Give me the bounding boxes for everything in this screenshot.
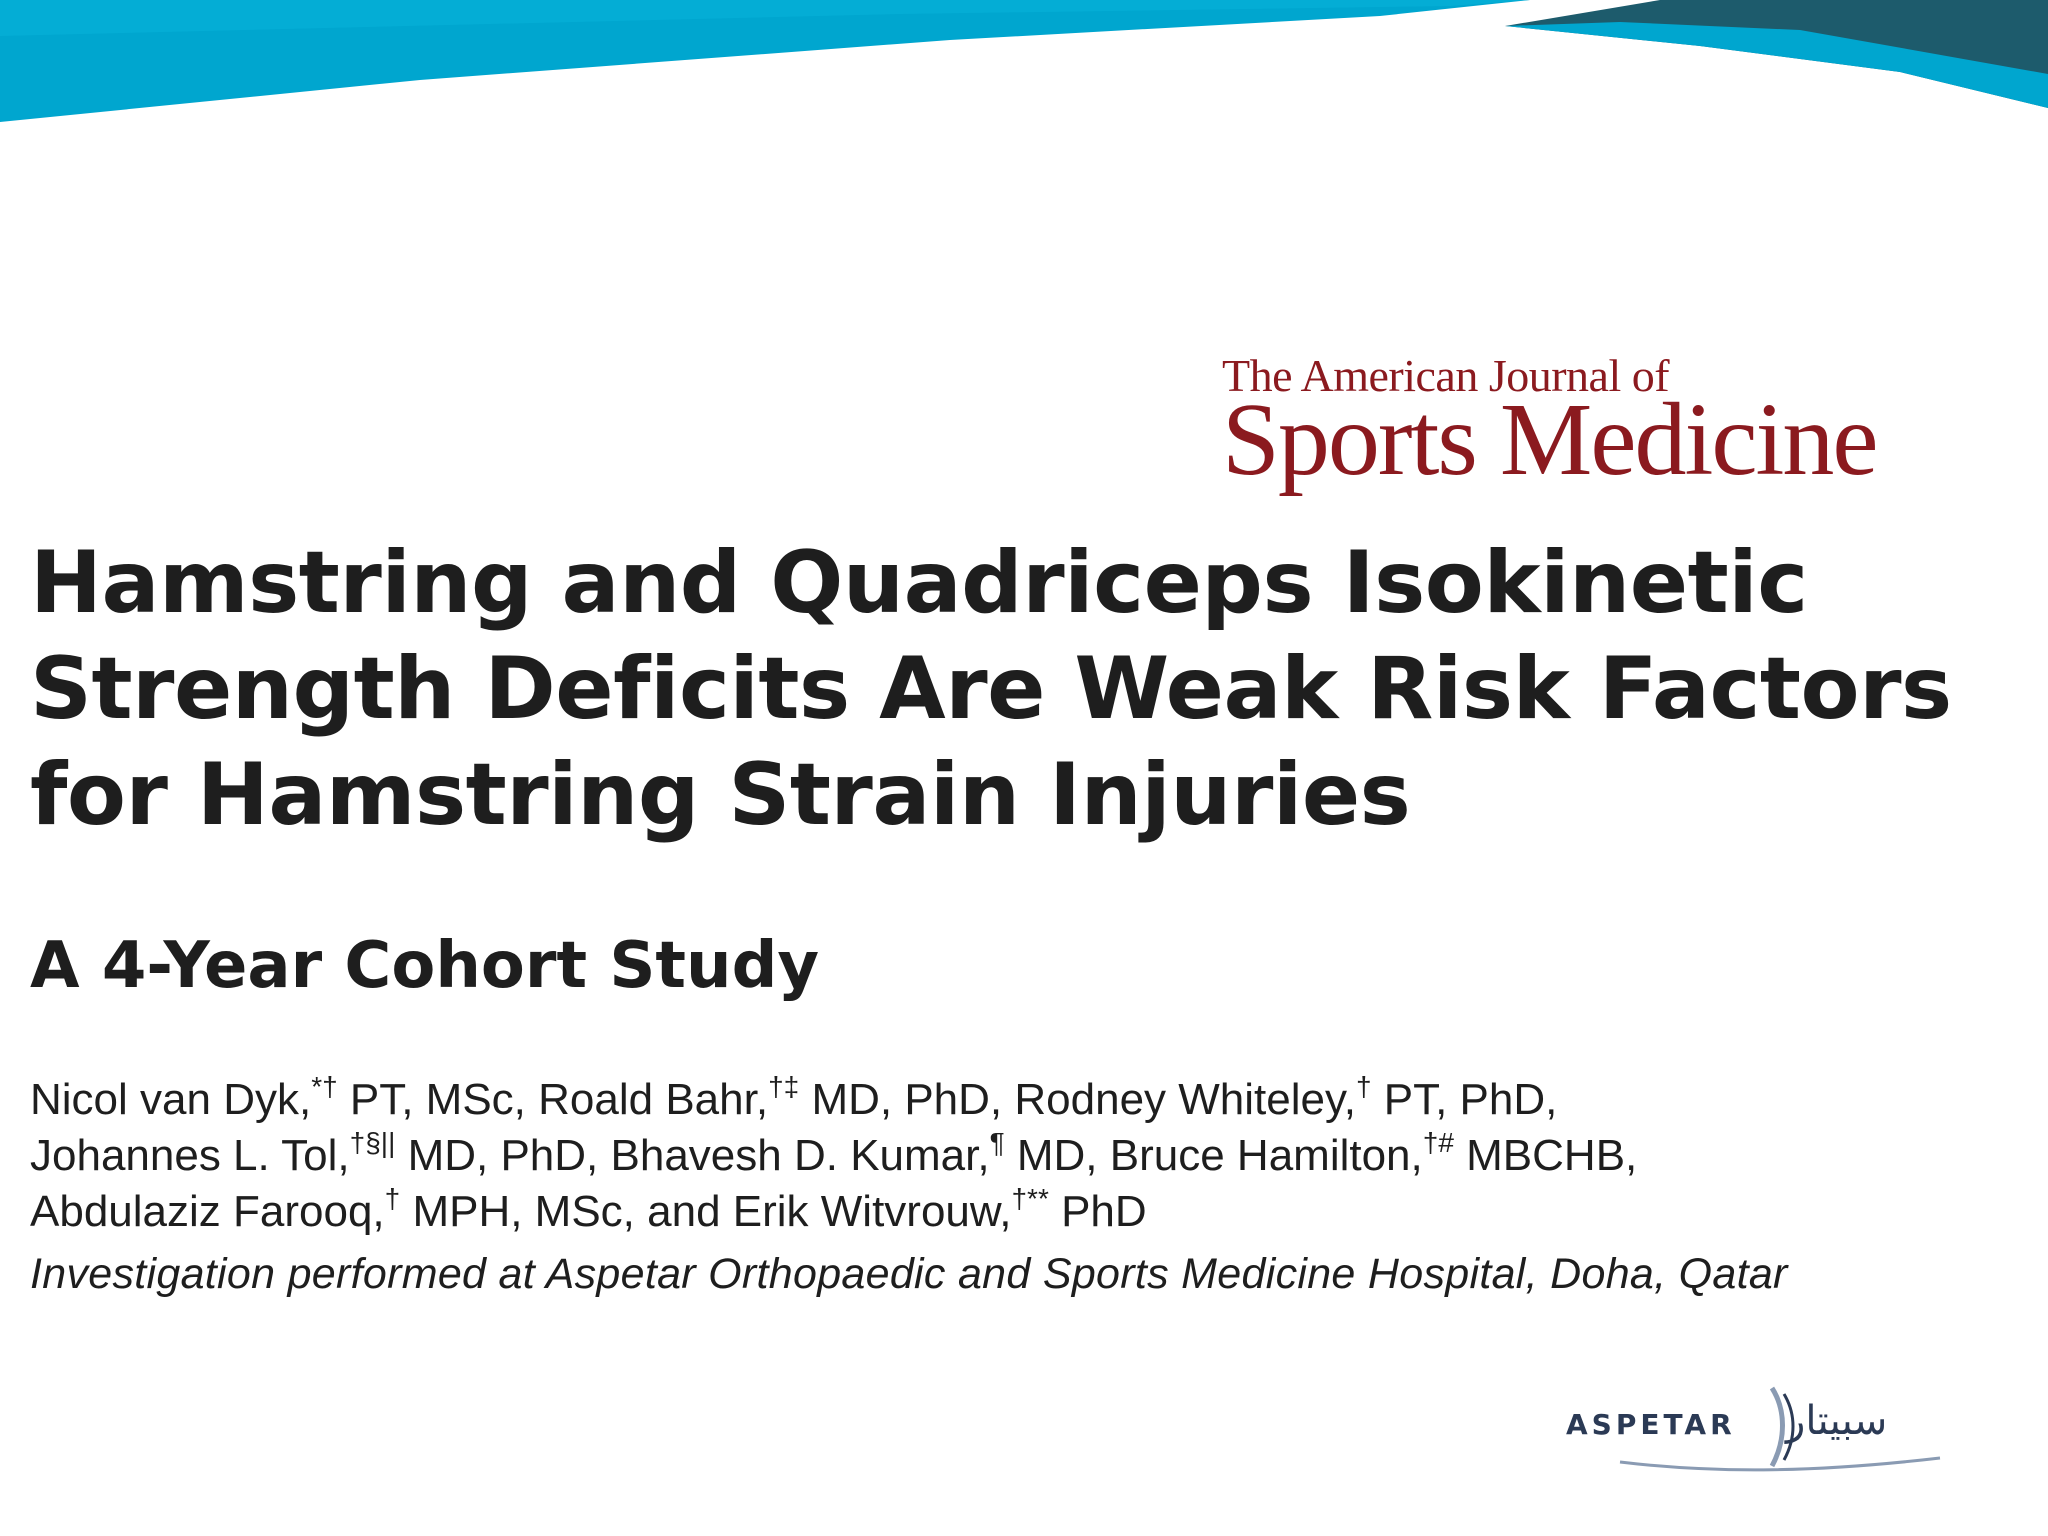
author-name: Erik Witvrouw, — [732, 1187, 1012, 1236]
author-credentials: PT, MSc, — [337, 1075, 539, 1124]
author-credentials: PT, PhD, — [1371, 1075, 1558, 1124]
article-subtitle: A 4-Year Cohort Study — [30, 929, 820, 1003]
author-affiliation-marks: † — [1355, 1071, 1372, 1102]
title-line-1: Hamstring and Quadriceps Isokinetic — [30, 533, 1808, 633]
aspetar-logo: ASPETAR سبيتار — [1560, 1370, 1980, 1480]
author-name: Abdulaziz Farooq, — [30, 1187, 385, 1236]
header-banner — [0, 0, 2048, 122]
author-name: Roald Bahr, — [538, 1075, 769, 1124]
journal-logo-line1: The American Journal of — [1222, 350, 1670, 401]
aspetar-logo-swoosh-icon — [1619, 1386, 1941, 1472]
aspetar-logo-latin: ASPETAR — [1566, 1408, 1736, 1441]
author-line-1: Nicol van Dyk,*† PT, MSc, Roald Bahr,†‡ … — [30, 1072, 2030, 1128]
author-credentials: PhD — [1048, 1187, 1147, 1236]
author-credentials: MPH, MSc, and — [400, 1187, 733, 1236]
aspetar-logo-arabic: سبيتار — [1786, 1398, 1888, 1444]
author-name: Johannes L. Tol, — [30, 1131, 350, 1180]
title-line-2: Strength Deficits Are Weak Risk Factors — [30, 639, 1952, 739]
author-affiliation-marks: † — [384, 1183, 401, 1214]
author-line-2: Johannes L. Tol,†§|| MD, PhD, Bhavesh D.… — [30, 1128, 2030, 1184]
institution-affiliation: Investigation performed at Aspetar Ortho… — [30, 1250, 1788, 1298]
author-name: Bruce Hamilton, — [1109, 1131, 1423, 1180]
author-affiliation-marks: †** — [1011, 1183, 1049, 1214]
author-credentials: MBCHB, — [1453, 1131, 1638, 1180]
author-affiliation-marks: *† — [311, 1071, 338, 1102]
author-affiliation-marks: †# — [1422, 1127, 1454, 1158]
author-name: Rodney Whiteley, — [1014, 1075, 1356, 1124]
title-line-3: for Hamstring Strain Injuries — [30, 745, 1411, 845]
author-list: Nicol van Dyk,*† PT, MSc, Roald Bahr,†‡ … — [30, 1072, 2030, 1240]
journal-logo: The American Journal of Sports Medicine — [1222, 350, 1962, 497]
author-credentials: MD, PhD, — [395, 1131, 611, 1180]
author-credentials: MD, — [1004, 1131, 1110, 1180]
author-line-3: Abdulaziz Farooq,† MPH, MSc, and Erik Wi… — [30, 1184, 2030, 1240]
journal-logo-line2: Sports Medicine — [1222, 382, 1879, 497]
author-name: Nicol van Dyk, — [30, 1075, 312, 1124]
author-affiliation-marks: ¶ — [989, 1127, 1005, 1158]
article-title: Hamstring and Quadriceps Isokinetic Stre… — [30, 530, 1990, 848]
author-credentials: MD, PhD, — [799, 1075, 1015, 1124]
author-name: Bhavesh D. Kumar, — [610, 1131, 990, 1180]
author-affiliation-marks: †§|| — [349, 1127, 396, 1158]
author-affiliation-marks: †‡ — [768, 1071, 800, 1102]
